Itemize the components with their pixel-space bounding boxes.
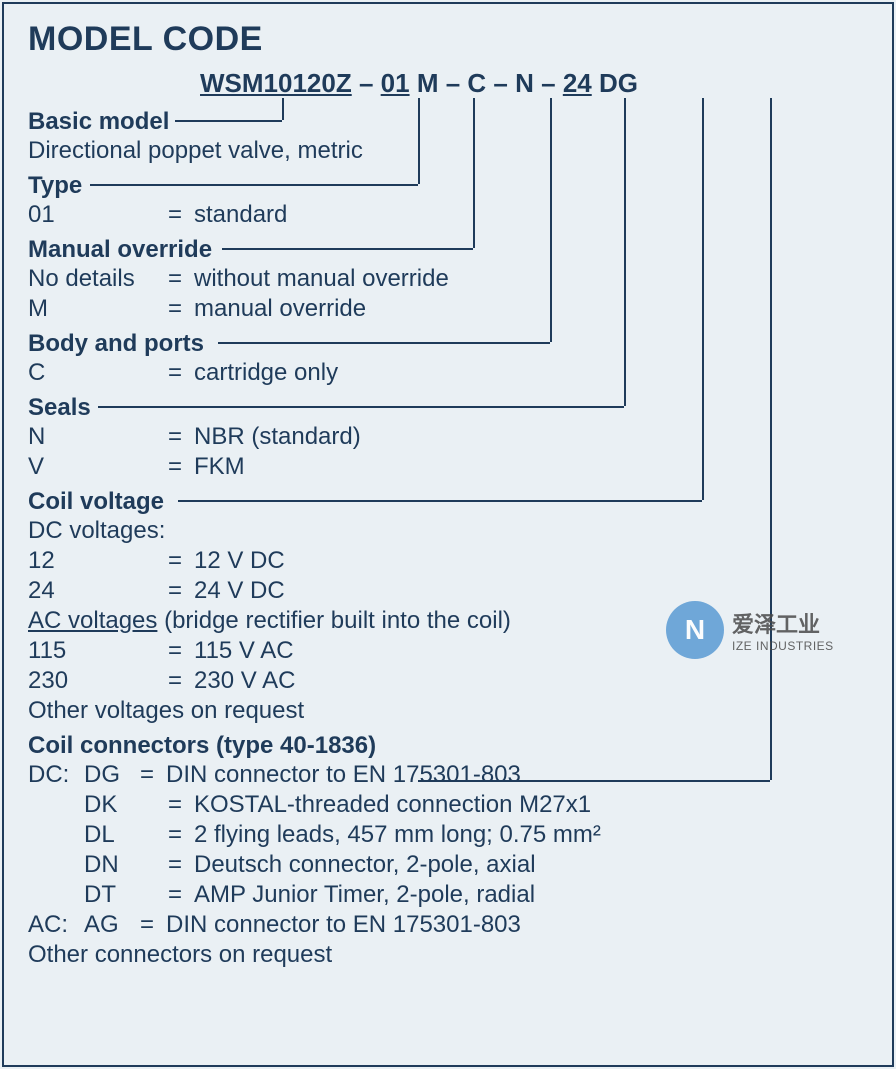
code-connector: DG bbox=[599, 68, 638, 98]
watermark-cn: 爱泽工业 bbox=[732, 607, 834, 639]
dc-label: DC voltages: bbox=[28, 516, 868, 546]
model-code: WSM10120Z – 01 M – C – N – 24 DG bbox=[200, 68, 638, 99]
section-head: Coil connectors (type 40-1836) bbox=[28, 732, 382, 760]
code-basic: WSM10120Z bbox=[200, 68, 352, 98]
leader-vertical bbox=[550, 98, 552, 342]
option-row: C = cartridge only bbox=[28, 358, 868, 388]
code-manual: M bbox=[417, 68, 439, 98]
section-head: Coil voltage bbox=[28, 488, 170, 516]
leader-horizontal bbox=[98, 406, 624, 408]
option-row: DT = AMP Junior Timer, 2-pole, radial bbox=[28, 880, 868, 910]
option-row: DC: DG = DIN connector to EN 175301-803 bbox=[28, 760, 868, 790]
leader-horizontal bbox=[90, 184, 418, 186]
section-head: Type bbox=[28, 172, 88, 200]
code-seals: N bbox=[515, 68, 534, 98]
option-row: 12 = 12 V DC bbox=[28, 546, 868, 576]
section-basic: Basic model Directional poppet valve, me… bbox=[28, 108, 868, 166]
option-row: V = FKM bbox=[28, 452, 868, 482]
section-head: Seals bbox=[28, 394, 97, 422]
watermark: N 爱泽工业 IZE INDUSTRIES bbox=[666, 598, 856, 662]
leader-vertical bbox=[418, 98, 420, 184]
leader-vertical bbox=[770, 98, 772, 780]
section-type: Type 01 = standard bbox=[28, 172, 868, 230]
leader-vertical bbox=[473, 98, 475, 248]
leader-horizontal bbox=[218, 342, 550, 344]
option-row: AC: AG = DIN connector to EN 175301-803 bbox=[28, 910, 868, 940]
leader-horizontal bbox=[222, 248, 473, 250]
section-head: Basic model bbox=[28, 108, 175, 136]
option-row: N = NBR (standard) bbox=[28, 422, 868, 452]
section-head: Body and ports bbox=[28, 330, 210, 358]
code-type: 01 bbox=[381, 68, 410, 98]
section-coil-connectors: Coil connectors (type 40-1836) DC: DG = … bbox=[28, 732, 868, 970]
section-desc: Directional poppet valve, metric bbox=[28, 136, 868, 166]
option-row: M = manual override bbox=[28, 294, 868, 324]
other-connectors: Other connectors on request bbox=[28, 940, 868, 970]
other-voltages: Other voltages on request bbox=[28, 696, 868, 726]
watermark-icon: N bbox=[666, 601, 724, 659]
option-row: 230 = 230 V AC bbox=[28, 666, 868, 696]
leader-vertical bbox=[624, 98, 626, 406]
leader-vertical bbox=[282, 98, 284, 120]
sections: Basic model Directional poppet valve, me… bbox=[28, 108, 868, 976]
watermark-en: IZE INDUSTRIES bbox=[732, 639, 834, 653]
code-body: C bbox=[467, 68, 486, 98]
leader-horizontal bbox=[178, 500, 702, 502]
option-row: DL = 2 flying leads, 457 mm long; 0.75 m… bbox=[28, 820, 868, 850]
page: MODEL CODE WSM10120Z – 01 M – C – N – 24… bbox=[0, 0, 896, 1069]
option-row: DN = Deutsch connector, 2-pole, axial bbox=[28, 850, 868, 880]
option-row: 01 = standard bbox=[28, 200, 868, 230]
option-row: DK = KOSTAL-threaded connection M27x1 bbox=[28, 790, 868, 820]
section-head: Manual override bbox=[28, 236, 218, 264]
option-row: No details = without manual override bbox=[28, 264, 868, 294]
section-body: Body and ports C = cartridge only bbox=[28, 330, 868, 388]
leader-horizontal bbox=[172, 120, 282, 122]
leader-vertical bbox=[702, 98, 704, 500]
code-voltage: 24 bbox=[563, 68, 592, 98]
leader-horizontal bbox=[418, 780, 770, 782]
page-title: MODEL CODE bbox=[28, 20, 868, 59]
